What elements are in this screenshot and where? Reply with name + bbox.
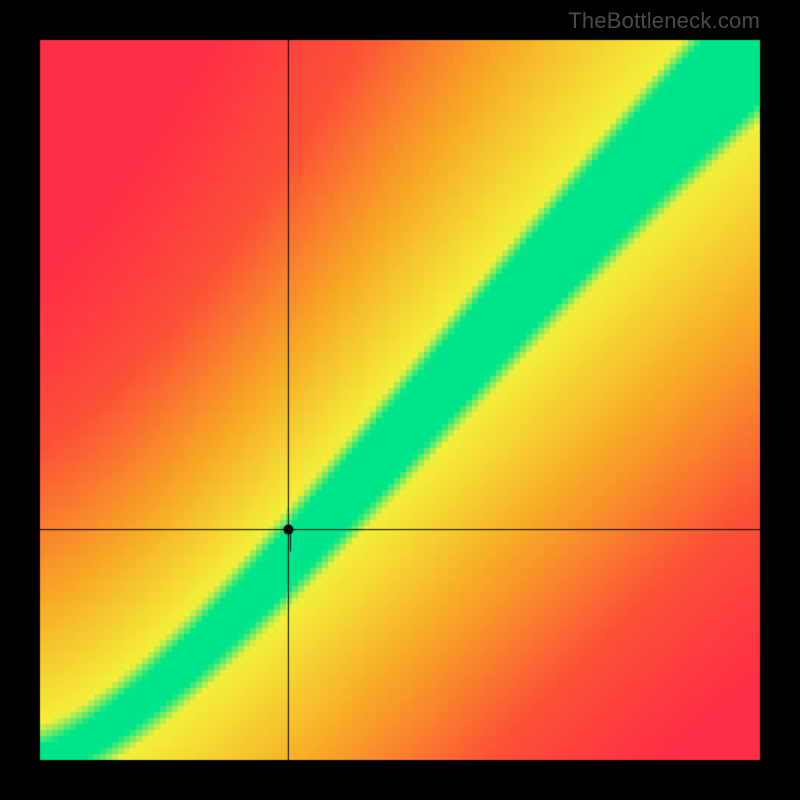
attribution-text: TheBottleneck.com (568, 8, 760, 34)
heatmap-canvas (0, 0, 800, 800)
chart-container: TheBottleneck.com (0, 0, 800, 800)
